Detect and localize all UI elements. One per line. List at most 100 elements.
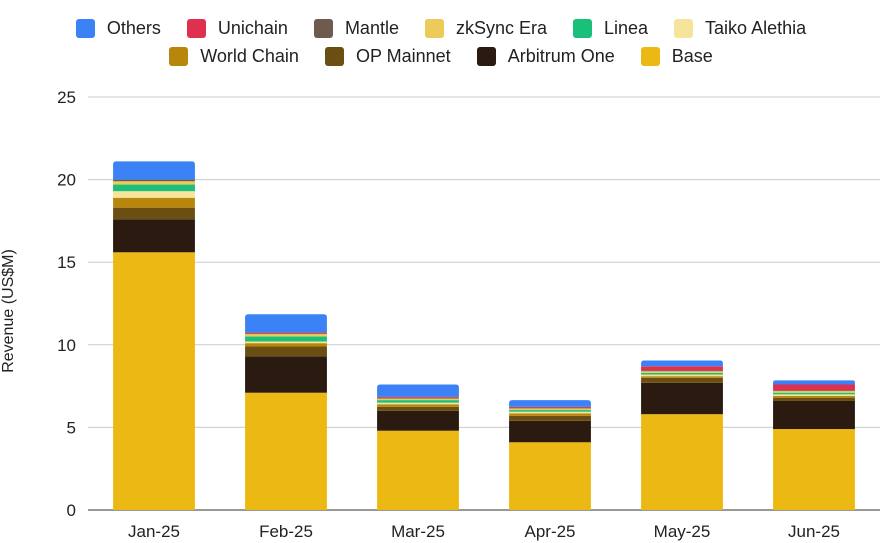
bar-segment-others <box>641 360 723 367</box>
bar-segment-taiko-alethia <box>245 341 327 344</box>
y-axis-title: Revenue (US$M) <box>0 249 17 373</box>
bar-segment-unichain <box>773 384 855 391</box>
bar-segment-mantle <box>245 333 327 335</box>
bar-segment-arbitrum-one <box>245 356 327 393</box>
bar-segment-zksync-era <box>773 391 855 393</box>
x-tick-label: Jun-25 <box>788 522 840 541</box>
legend-item-mantle: Mantle <box>313 17 399 39</box>
bar-stack <box>245 314 327 510</box>
bar-segment-world-chain <box>773 396 855 398</box>
bar-stack <box>641 360 723 510</box>
bar-segment-world-chain <box>641 376 723 378</box>
bar-segment-zksync-era <box>113 181 195 185</box>
bar-segment-zksync-era <box>509 408 591 411</box>
bar-segment-base <box>509 442 591 510</box>
legend-item-op-mainnet: OP Mainnet <box>324 45 451 67</box>
bar-segment-arbitrum-one <box>773 400 855 430</box>
bar-segment-world-chain <box>245 343 327 347</box>
legend-row-1: Others Unichain Mantle zkSync Era Linea … <box>0 14 882 42</box>
legend-label-zksync-era: zkSync Era <box>455 17 547 38</box>
legend-swatch-base <box>640 46 660 66</box>
legend-label-arbitrum-one: Arbitrum One <box>507 45 615 66</box>
x-tick-label: Mar-25 <box>391 522 445 541</box>
bar-segment-zksync-era <box>641 371 723 373</box>
y-tick-label: 25 <box>57 88 76 107</box>
bar-segment-mantle <box>641 370 723 372</box>
y-axis-tick-labels: 0 5 10 15 20 25 <box>57 88 76 520</box>
y-tick-label: 0 <box>67 501 76 520</box>
bar-segment-arbitrum-one <box>641 382 723 415</box>
bar-segment-world-chain <box>113 197 195 208</box>
legend-item-taiko-alethia: Taiko Alethia <box>674 18 806 39</box>
legend-label-mantle: Mantle <box>344 17 399 38</box>
legend-item-unichain: Unichain <box>186 17 288 39</box>
bar-segment-op-mainnet <box>113 207 195 220</box>
bar-stack <box>377 384 459 510</box>
bar-segment-linea <box>113 184 195 192</box>
bar-stack <box>509 400 591 510</box>
legend-swatch-zksync-era <box>424 18 444 38</box>
bar-segment-zksync-era <box>377 398 459 401</box>
bar-segment-taiko-alethia <box>377 402 459 405</box>
chart-legend: Others Unichain Mantle zkSync Era Linea … <box>0 0 882 70</box>
bar-stack <box>773 380 855 510</box>
y-tick-label: 20 <box>57 171 76 190</box>
bar-segment-zksync-era <box>245 334 327 337</box>
bar-segment-arbitrum-one <box>509 420 591 443</box>
legend-swatch-taiko-alethia <box>674 18 694 38</box>
bar-segment-arbitrum-one <box>377 410 459 431</box>
bar-segment-unichain <box>377 396 459 398</box>
bar-segment-base <box>245 392 327 510</box>
bar-segment-base <box>641 414 723 510</box>
legend-swatch-linea <box>573 18 592 38</box>
x-tick-label: Jan-25 <box>128 522 180 541</box>
bar-stacks <box>113 161 855 510</box>
x-tick-label: Feb-25 <box>259 522 313 541</box>
bar-segment-taiko-alethia <box>509 411 591 414</box>
bar-segment-mantle <box>773 390 855 392</box>
legend-item-zksync-era: zkSync Era <box>424 17 547 39</box>
legend-label-world-chain: World Chain <box>200 45 299 66</box>
y-tick-label: 15 <box>57 253 76 272</box>
y-tick-label: 5 <box>67 418 76 437</box>
bar-segment-base <box>113 252 195 510</box>
legend-item-linea: Linea <box>573 18 648 39</box>
legend-label-others: Others <box>106 17 161 38</box>
gridlines <box>88 96 880 511</box>
legend-item-arbitrum-one: Arbitrum One <box>476 45 615 67</box>
legend-label-base: Base <box>671 45 713 66</box>
legend-swatch-op-mainnet <box>324 46 344 66</box>
legend-label-op-mainnet: OP Mainnet <box>355 45 451 66</box>
legend-row-2: World Chain OP Mainnet Arbitrum One Base <box>0 42 882 70</box>
bar-segment-mantle <box>113 179 195 182</box>
bar-segment-base <box>773 429 855 510</box>
bar-segment-mantle <box>509 407 591 409</box>
bar-segment-taiko-alethia <box>641 374 723 377</box>
x-axis-tick-labels: Jan-25 Feb-25 Mar-25 Apr-25 May-25 Jun-25 <box>128 522 840 541</box>
bar-segment-others <box>509 400 591 407</box>
bar-segment-mantle <box>377 397 459 399</box>
bar-segment-op-mainnet <box>245 346 327 357</box>
bar-segment-unichain <box>641 366 723 371</box>
legend-item-base: Base <box>640 45 713 67</box>
x-tick-label: Apr-25 <box>524 522 575 541</box>
bar-stack <box>113 161 195 510</box>
bar-segment-linea <box>377 400 459 403</box>
legend-label-taiko-alethia: Taiko Alethia <box>705 17 807 38</box>
bar-segment-world-chain <box>509 413 591 416</box>
y-tick-label: 10 <box>57 336 76 355</box>
bar-segment-base <box>377 430 459 510</box>
legend-label-unichain: Unichain <box>217 17 288 38</box>
legend-swatch-mantle <box>313 18 333 38</box>
bar-segment-op-mainnet <box>377 406 459 411</box>
bar-segment-others <box>377 384 459 397</box>
bar-segment-linea <box>509 410 591 412</box>
bar-segment-linea <box>773 392 855 395</box>
bar-segment-others <box>773 380 855 385</box>
legend-label-linea: Linea <box>604 17 649 38</box>
bar-segment-world-chain <box>377 404 459 407</box>
bar-segment-op-mainnet <box>773 397 855 401</box>
legend-swatch-unichain <box>186 18 206 38</box>
bar-segment-others <box>245 314 327 333</box>
bar-segment-arbitrum-one <box>113 219 195 253</box>
